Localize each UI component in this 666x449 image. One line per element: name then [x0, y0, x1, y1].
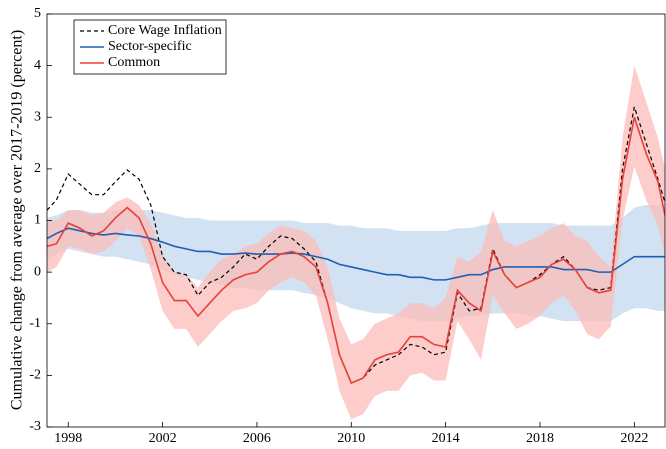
- y-tick-label: -1: [29, 316, 41, 331]
- y-tick-label: -3: [29, 419, 41, 434]
- confidence-band: [47, 65, 665, 420]
- y-tick-label: 2: [34, 161, 41, 176]
- legend-label: Core Wage Inflation: [108, 23, 222, 38]
- legend-label: Sector-specific: [108, 39, 192, 54]
- x-tick-label: 2010: [337, 431, 365, 446]
- x-tick-label: 2018: [526, 431, 554, 446]
- x-tick-label: 2022: [620, 431, 648, 446]
- y-tick-label: 5: [34, 6, 41, 21]
- y-tick-label: 3: [34, 109, 41, 124]
- y-axis-label: Cumulative change from average over 2017…: [9, 30, 26, 410]
- series-line: [47, 117, 665, 385]
- y-tick-label: 4: [34, 58, 41, 73]
- x-tick-label: 2014: [432, 431, 460, 446]
- axes: -3 -2 -1 0 1 2 3 4 5 1998 2002 2006 2010 2014 2018 2022: [29, 6, 666, 446]
- legend-label: Common: [108, 55, 160, 70]
- x-tick-label: 2002: [149, 431, 177, 446]
- plot-area: [47, 65, 665, 420]
- x-tick-label: 2006: [243, 431, 271, 446]
- y-tick-label: -2: [29, 368, 41, 383]
- y-tick-label: 1: [34, 213, 41, 228]
- y-tick-label: 0: [34, 264, 41, 279]
- x-tick-label: 1998: [54, 431, 82, 446]
